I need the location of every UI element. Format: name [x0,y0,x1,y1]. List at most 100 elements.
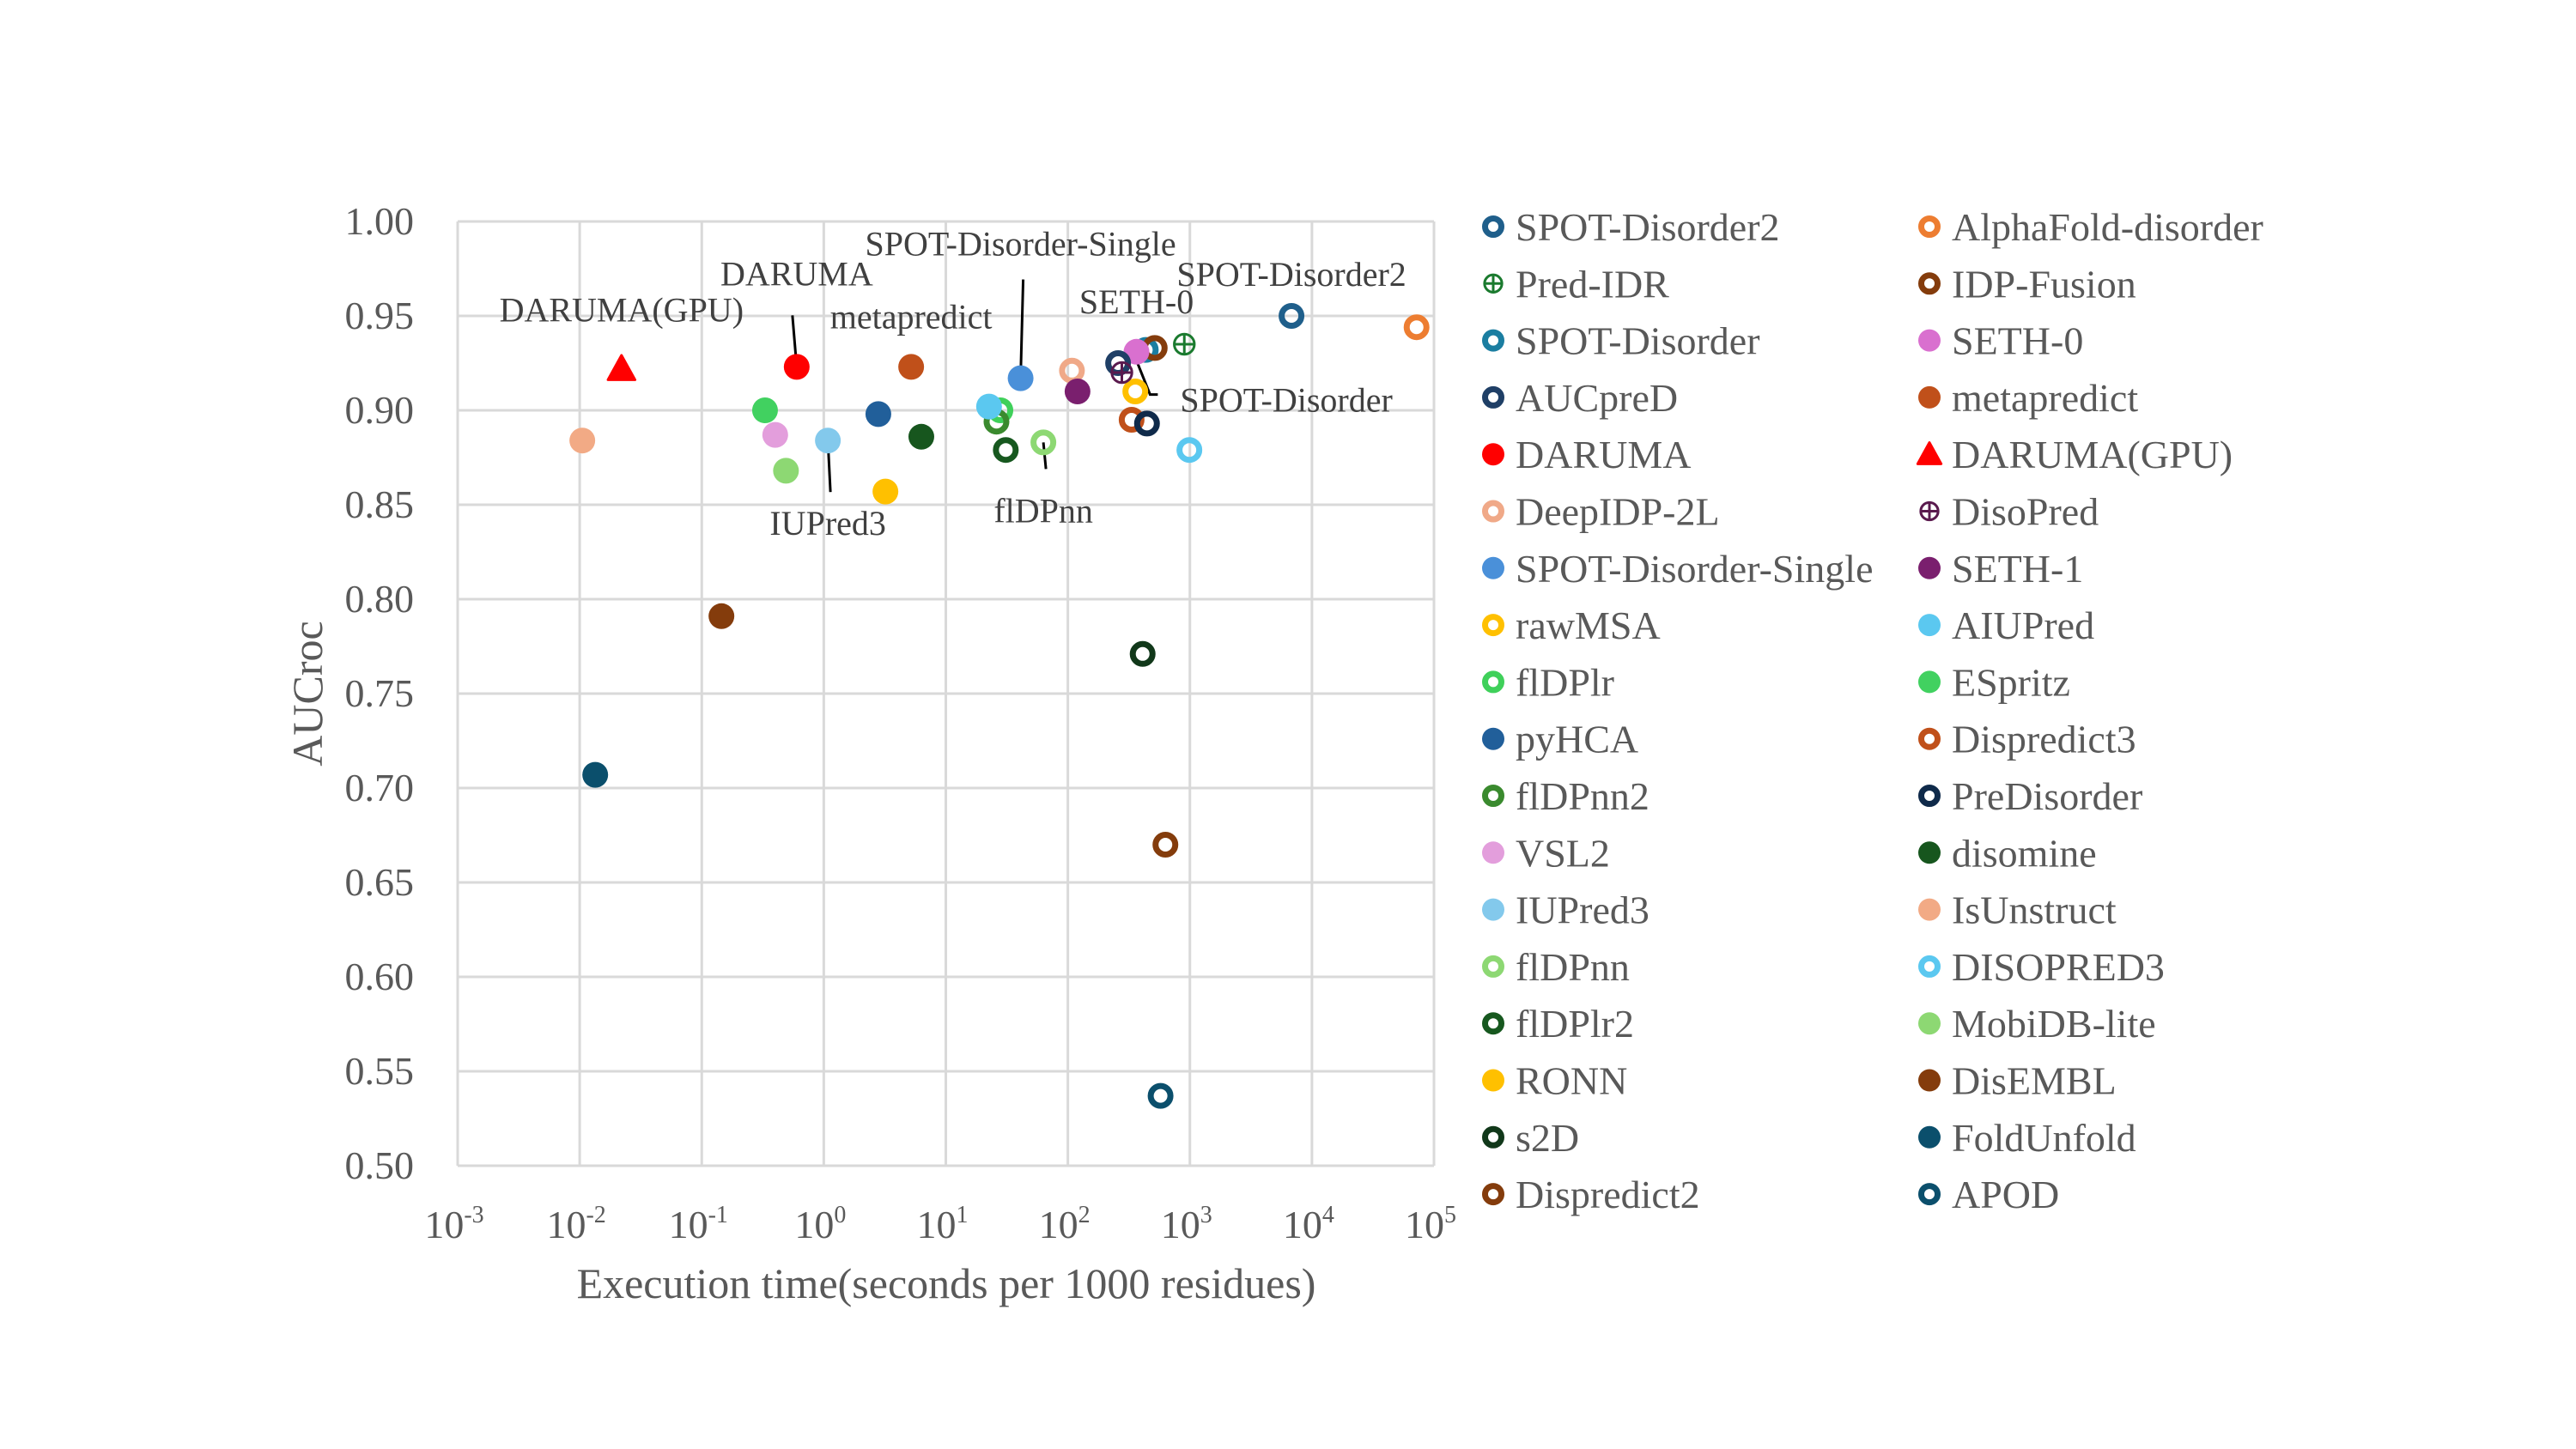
legend-label: SPOT-Disorder-Single [1516,547,1874,591]
legend-item: AlphaFold-disorder [1918,205,2263,249]
marker-filled-circle [773,458,799,484]
marker-triangle [606,354,637,381]
legend-marker [1482,556,1504,579]
marker-open-circle [1918,727,1941,750]
y-tick-label: 0.95 [345,294,415,337]
legend-item: flDPlr [1482,660,1614,704]
legend-marker [1918,614,1941,637]
x-tick-exponent: -1 [708,1202,728,1228]
x-tick-label: 10-2 [546,1202,605,1246]
marker-filled-circle [1007,365,1034,391]
marker-open-circle [1176,437,1203,464]
x-tick-label: 100 [794,1202,846,1246]
annotation-label: DARUMA [720,254,873,293]
legend-marker [1918,385,1941,409]
legend-label: AIUPred [1952,603,2094,647]
x-tick-label: 104 [1283,1202,1334,1246]
marker-triangle [1916,441,1943,465]
marker-filled-circle [569,427,596,454]
marker-open-circle [1147,1082,1174,1109]
legend-label: PreDisorder [1952,774,2142,818]
legend-label: flDPnn2 [1516,774,1649,818]
legend-label: metapredict [1952,376,2138,420]
marker-open-circle [993,437,1019,464]
marker-filled-circle [1918,898,1941,921]
legend-marker [1482,670,1504,694]
legend-item: SPOT-Disorder [1482,319,1760,363]
legend-item: flDPnn [1482,945,1630,989]
data-point [898,354,925,380]
marker-open-circle [1918,215,1941,238]
legend-item: AUCpreD [1482,376,1678,420]
legend-label: rawMSA [1516,603,1661,647]
legend-item: IsUnstruct [1918,888,2117,932]
legend-item: Dispredict2 [1482,1173,1700,1216]
marker-filled-circle [1918,670,1941,694]
marker-filled-circle [1918,614,1941,637]
legend-item: rawMSA [1482,603,1661,647]
legend-label: Pred-IDR [1516,262,1669,306]
data-point [569,427,596,454]
legend: SPOT-Disorder2 Pred-IDR SPOT-Disorder AUCpr… [1482,205,2263,1216]
data-point [865,401,891,427]
marker-open-circle [1482,670,1504,694]
legend-marker [1482,898,1504,921]
x-tick-base: 10 [917,1203,957,1246]
legend-marker [1482,1125,1504,1149]
annotation-label: flDPnn [993,491,1093,530]
legend-label: Dispredict2 [1516,1173,1700,1216]
legend-item: DARUMA [1482,433,1691,476]
marker-open-circle [1133,410,1160,437]
marker-open-circle [1482,1183,1504,1206]
legend-label: DisoPred [1952,490,2099,534]
legend-label: IDP-Fusion [1952,262,2136,306]
legend-marker [1918,955,1941,978]
legend-marker [1918,1069,1941,1092]
marker-filled-circle [1482,556,1504,579]
legend-marker [1918,556,1941,579]
data-point [708,603,735,629]
data-point [975,393,1002,420]
legend-label: IsUnstruct [1952,888,2117,932]
marker-open-circle [1482,785,1504,807]
x-tick-exponent: -3 [464,1202,483,1228]
annotation-label: SPOT-Disorder [1180,381,1392,420]
x-tick-exponent: 1 [957,1202,969,1228]
legend-item: pyHCA [1482,718,1638,761]
legend-item: SETH-0 [1918,319,2083,363]
data-point [908,423,934,450]
y-tick-label: 0.55 [345,1049,415,1093]
marker-open-circle [1918,272,1941,295]
annotation-label: DARUMA(GPU) [500,291,744,330]
marker-open-circle [1482,614,1504,637]
marker-filled-circle [1918,1125,1941,1149]
y-tick-label: 0.70 [345,766,415,809]
annotation-label: SETH-0 [1079,282,1194,321]
x-tick-label: 102 [1039,1202,1091,1246]
data-point [1110,361,1133,385]
marker-open-circle [1030,429,1057,456]
marker-filled-circle [1918,1069,1941,1092]
x-tick-label: 101 [917,1202,969,1246]
annotation-label: IUPred3 [769,504,886,543]
data-point [1173,332,1196,356]
data-point [1123,338,1150,365]
marker-open-circle [1129,640,1156,667]
legend-item: MobiDB-lite [1918,1002,2156,1046]
marker-filled-circle [872,478,899,505]
data-points [569,303,1430,1109]
marker-open-circle [1279,303,1305,329]
x-tick-base: 10 [1405,1203,1444,1246]
marker-filled-circle [1918,385,1941,409]
data-point [582,761,609,788]
marker-filled-circle [582,761,609,788]
marker-filled-circle [1064,379,1091,404]
legend-marker [1482,1183,1504,1206]
legend-item: SETH-1 [1918,547,2083,591]
x-tick-exponent: 2 [1078,1202,1091,1228]
marker-open-circle [1482,329,1504,352]
x-tick-base: 10 [669,1203,708,1246]
x-tick-exponent: 4 [1322,1202,1334,1228]
legend-label: VSL2 [1516,831,1610,875]
